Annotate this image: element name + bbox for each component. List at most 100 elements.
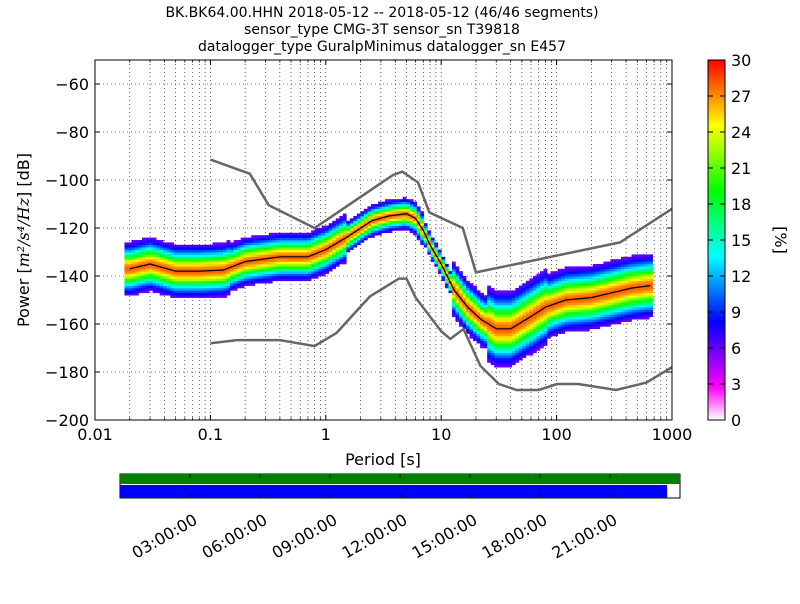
heatmap-cell — [554, 321, 558, 325]
heatmap-cell — [378, 220, 382, 224]
heatmap-cell — [226, 285, 231, 289]
heatmap-cell — [353, 223, 358, 226]
heatmap-cell — [645, 307, 650, 310]
heatmap-cell — [138, 278, 143, 282]
heatmap-cell — [617, 288, 622, 291]
heatmap-cell — [170, 261, 175, 265]
heatmap-cell — [487, 331, 491, 334]
heatmap-cell — [216, 278, 220, 282]
heatmap-cell — [124, 280, 129, 284]
heatmap-cell — [420, 225, 425, 229]
heatmap-cell — [511, 290, 516, 294]
heatmap-cell — [642, 314, 646, 318]
heatmap-cell — [149, 237, 153, 241]
heatmap-cell — [216, 285, 220, 289]
heatmap-cell — [261, 280, 266, 284]
heatmap-cell — [550, 271, 555, 274]
heatmap-cell — [568, 312, 572, 315]
heatmap-cell — [613, 307, 618, 310]
heatmap-cell — [399, 225, 403, 229]
heatmap-cell — [518, 331, 523, 334]
heatmap-cell — [568, 285, 572, 289]
heatmap-cell — [487, 295, 491, 298]
heatmap-cell — [370, 225, 375, 229]
heatmap-cell — [568, 309, 572, 313]
heatmap-cell — [487, 297, 491, 301]
heatmap-cell — [490, 328, 495, 332]
heatmap-cell — [156, 280, 160, 284]
heatmap-cell — [149, 254, 153, 258]
colorbar-label: [%] — [771, 226, 790, 254]
heatmap-cell — [568, 292, 572, 296]
heatmap-cell — [332, 230, 337, 234]
heatmap-cell — [635, 273, 639, 277]
heatmap-cell — [187, 280, 192, 284]
heatmap-cell — [501, 355, 506, 358]
heatmap-cell — [208, 280, 213, 284]
heatmap-cell — [131, 271, 136, 274]
heatmap-cell — [370, 206, 375, 210]
heatmap-cell — [466, 316, 470, 320]
heatmap-cell — [649, 295, 653, 298]
heatmap-cell — [286, 235, 291, 238]
heatmap-cell — [525, 321, 530, 325]
heatmap-cell — [585, 309, 590, 313]
heatmap-cell — [458, 278, 463, 282]
heatmap-cell — [152, 268, 157, 272]
colorbar-tick-label: 12 — [731, 267, 751, 286]
heatmap-cell — [395, 218, 400, 222]
heatmap-cell — [585, 328, 590, 332]
heatmap-cell — [564, 302, 569, 306]
heatmap-cell — [617, 312, 622, 315]
heatmap-cell — [314, 249, 319, 253]
heatmap-cell — [152, 290, 157, 294]
heatmap-cell — [304, 276, 308, 279]
heatmap-cell — [170, 278, 175, 282]
heatmap-cell — [571, 285, 576, 289]
heatmap-cell — [177, 273, 182, 277]
heatmap-cell — [455, 285, 460, 289]
heatmap-cell — [458, 271, 463, 274]
heatmap-cell — [286, 254, 291, 258]
heatmap-cell — [307, 249, 312, 253]
heatmap-cell — [237, 266, 241, 270]
heatmap-cell — [349, 223, 354, 226]
heatmap-cell — [487, 290, 491, 294]
heatmap-cell — [328, 261, 333, 265]
heatmap-cell — [311, 249, 315, 253]
heatmap-cell — [564, 295, 569, 298]
heatmap-cell — [532, 340, 537, 344]
heatmap-cell — [321, 261, 326, 265]
heatmap-cell — [511, 360, 516, 363]
heatmap-cell — [508, 364, 513, 368]
heatmap-cell — [543, 321, 548, 325]
heatmap-cell — [599, 271, 604, 274]
heatmap-cell — [156, 247, 160, 250]
heatmap-cell — [589, 268, 594, 272]
heatmap-cell — [554, 312, 558, 315]
heatmap-cell — [571, 295, 576, 298]
heatmap-cell — [610, 266, 615, 270]
heatmap-cell — [564, 268, 569, 272]
heatmap-cell — [339, 232, 344, 236]
heatmap-cell — [568, 319, 572, 322]
heatmap-cell — [240, 285, 245, 289]
heatmap-cell — [145, 285, 150, 289]
heatmap-cell — [645, 314, 650, 318]
heatmap-cell — [223, 254, 227, 258]
heatmap-cell — [223, 276, 227, 279]
heatmap-cell — [254, 278, 259, 282]
heatmap-cell — [635, 316, 639, 320]
heatmap-cell — [490, 333, 495, 337]
heatmap-cell — [370, 230, 375, 234]
heatmap-cell — [582, 307, 587, 310]
heatmap-cell — [451, 271, 456, 274]
heatmap-cell — [642, 307, 646, 310]
heatmap-cell — [458, 273, 463, 277]
heatmap-cell — [170, 254, 175, 258]
heatmap-cell — [483, 309, 488, 313]
heatmap-cell — [596, 283, 601, 286]
heatmap-cell — [430, 252, 435, 255]
heatmap-cell — [152, 254, 157, 258]
heatmap-cell — [620, 264, 625, 267]
